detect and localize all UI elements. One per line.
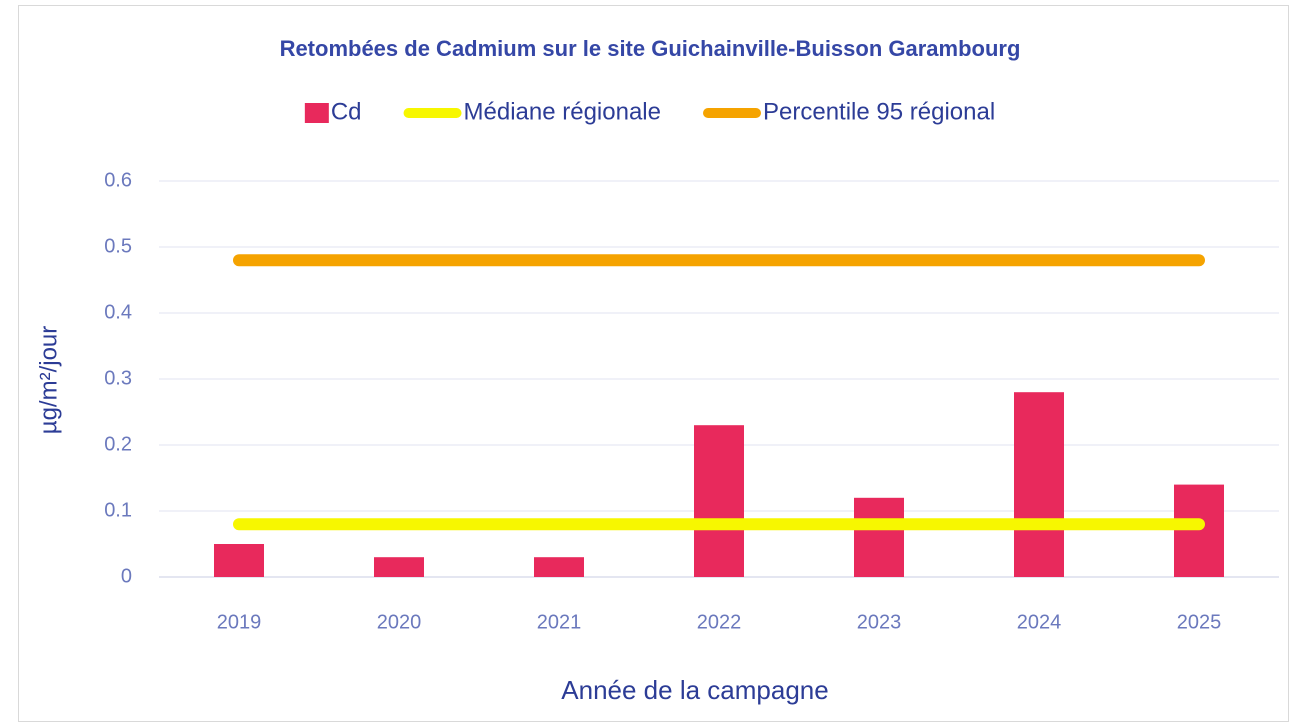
legend-label: Cd: [331, 98, 362, 125]
x-tick-label: 2024: [1017, 611, 1062, 633]
chart-title: Retombées de Cadmium sur le site Guichai…: [280, 36, 1021, 61]
x-tick-label: 2021: [537, 611, 582, 633]
y-tick-label: 0.1: [104, 499, 132, 521]
y-tick-label: 0.3: [104, 367, 132, 389]
chart-frame: [18, 5, 1289, 722]
x-tick-label: 2025: [1177, 611, 1222, 633]
bar: [854, 497, 904, 577]
y-axis-label: µg/m²/jour: [35, 326, 62, 435]
x-tick-label: 2023: [857, 611, 902, 633]
bar: [214, 544, 264, 577]
legend-label: Percentile 95 régional: [763, 98, 995, 125]
legend-swatch: [304, 103, 329, 123]
x-tick-label: 2019: [217, 611, 262, 633]
y-tick-label: 0.5: [104, 235, 132, 257]
y-tick-label: 0: [121, 565, 132, 587]
legend-label: Médiane régionale: [464, 98, 661, 125]
x-tick-label: 2020: [377, 611, 422, 633]
x-tick-label: 2022: [697, 611, 742, 633]
bar: [534, 557, 584, 577]
bar: [1014, 392, 1064, 577]
y-tick-label: 0.6: [104, 169, 132, 191]
bar: [1174, 484, 1224, 577]
y-tick-label: 0.2: [104, 433, 132, 455]
y-tick-label: 0.4: [104, 301, 132, 323]
bar: [374, 557, 424, 577]
x-axis-label: Année de la campagne: [561, 675, 828, 705]
bar: [694, 425, 744, 577]
